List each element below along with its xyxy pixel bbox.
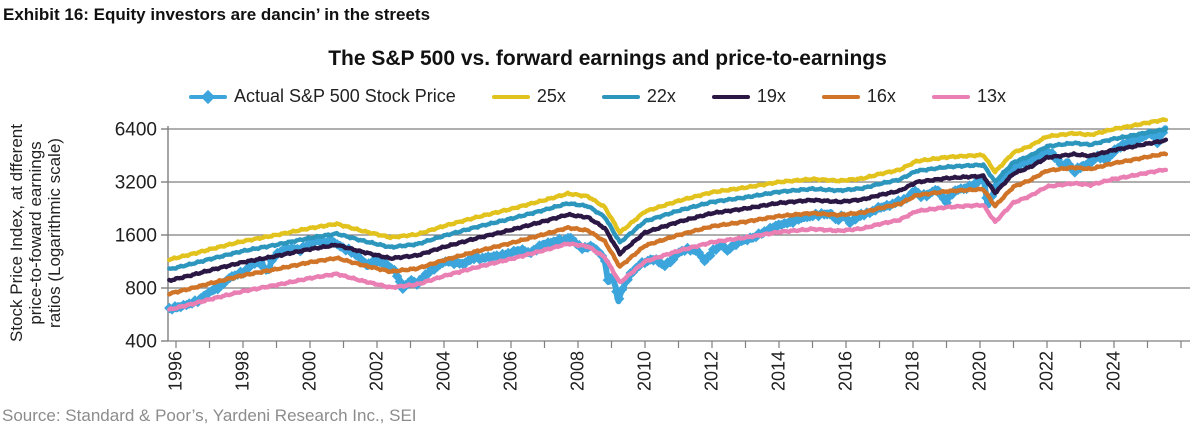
legend-item-16x: 16x	[821, 86, 896, 107]
svg-text:2016: 2016	[836, 351, 856, 391]
svg-text:2000: 2000	[300, 351, 320, 391]
svg-text:6400: 6400	[115, 120, 157, 141]
svg-text:2012: 2012	[702, 351, 722, 391]
exhibit-title: Exhibit 16: Equity investors are dancin’…	[3, 5, 431, 24]
legend-item-19x: 19x	[711, 86, 786, 107]
chart-title: The S&P 500 vs. forward earnings and pri…	[328, 47, 887, 70]
svg-text:2002: 2002	[367, 351, 387, 391]
series-19x	[167, 137, 1169, 283]
series-13x	[167, 167, 1169, 312]
svg-text:1996: 1996	[166, 351, 186, 391]
y-axis: 400 800 1600 3200 6400	[115, 120, 169, 353]
line-swatch-icon	[491, 94, 530, 99]
svg-text:2022: 2022	[1037, 351, 1057, 391]
legend-item-13x: 13x	[931, 86, 1006, 107]
svg-text:2020: 2020	[970, 351, 990, 391]
svg-text:400: 400	[125, 332, 157, 353]
svg-text:2024: 2024	[1104, 351, 1124, 391]
svg-text:2006: 2006	[501, 351, 521, 391]
svg-text:1600: 1600	[115, 226, 157, 247]
svg-text:2004: 2004	[434, 351, 454, 391]
legend-label: 22x	[646, 86, 676, 106]
legend-label: 16x	[866, 86, 896, 106]
legend-label: Actual S&P 500 Stock Price	[234, 86, 456, 106]
line-swatch-icon	[931, 94, 970, 99]
series-22x	[167, 126, 1169, 271]
legend-item-25x: 25x	[491, 86, 566, 107]
series-25x	[167, 117, 1169, 263]
legend: Actual S&P 500 Stock Price 25x 22x 19x 16x 13…	[0, 86, 1195, 107]
series-actual-sp500-price	[164, 125, 1169, 315]
source-note: Source: Standard & Poor’s, Yardeni Resea…	[2, 406, 417, 425]
svg-text:2008: 2008	[568, 351, 588, 391]
legend-item-22x: 22x	[601, 86, 676, 107]
line-swatch-icon	[711, 94, 750, 99]
line-swatch-icon	[601, 94, 640, 99]
legend-label: 25x	[536, 86, 566, 106]
series-16x	[167, 151, 1169, 297]
svg-text:3200: 3200	[115, 173, 157, 194]
svg-text:2014: 2014	[769, 351, 789, 391]
svg-text:800: 800	[125, 279, 157, 300]
legend-label: 13x	[976, 86, 1006, 106]
x-axis: 1996 1998 2000 2002 2004 2006 2008 2010 2012 2014…	[166, 341, 1182, 391]
line-swatch-icon	[821, 94, 860, 99]
diamond-line-swatch-icon	[189, 89, 228, 104]
svg-text:1998: 1998	[233, 351, 253, 391]
svg-text:2010: 2010	[635, 351, 655, 391]
legend-item-actual-s-p-500-stock-price: Actual S&P 500 Stock Price	[189, 86, 456, 107]
svg-text:2018: 2018	[903, 351, 923, 391]
legend-label: 19x	[756, 86, 786, 106]
